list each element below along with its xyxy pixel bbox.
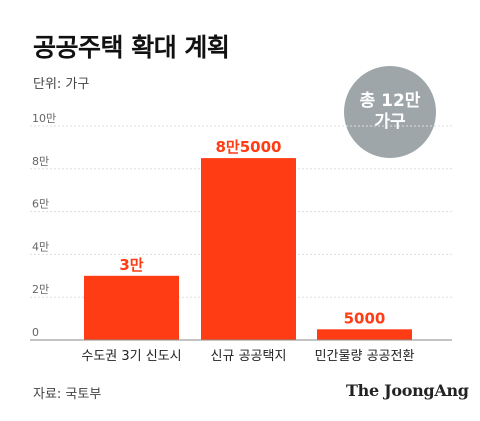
bar: [84, 275, 179, 340]
y-tick-label: 8만: [32, 155, 49, 168]
unit-label: 단위: 가구: [33, 77, 90, 92]
source-label: 자료: 국토부: [33, 387, 102, 402]
y-tick-label: 2만: [32, 283, 49, 296]
total-badge: 총 12만 가구: [344, 66, 436, 158]
bar: [317, 329, 412, 340]
bar: [201, 158, 296, 340]
data-label: 3만: [119, 256, 143, 274]
brand-logo: The JoongAng: [346, 381, 469, 400]
category-label: 수도권 3기 신도시: [81, 349, 181, 364]
chart-title: 공공주택 확대 계획: [33, 33, 230, 62]
y-tick-label: 4만: [32, 240, 49, 253]
category-label: 신규 공공택지: [211, 349, 287, 364]
total-badge-line2: 가구: [374, 112, 406, 132]
y-tick-label: 10만: [32, 112, 56, 125]
data-label: 8만5000: [216, 138, 282, 156]
category-label: 민간물량 공공전환: [315, 349, 415, 364]
data-label: 5000: [344, 309, 386, 327]
y-tick-label: 6만: [32, 198, 49, 211]
y-tick-label: 0: [32, 326, 39, 339]
total-badge-line1: 총 12만: [359, 90, 421, 111]
